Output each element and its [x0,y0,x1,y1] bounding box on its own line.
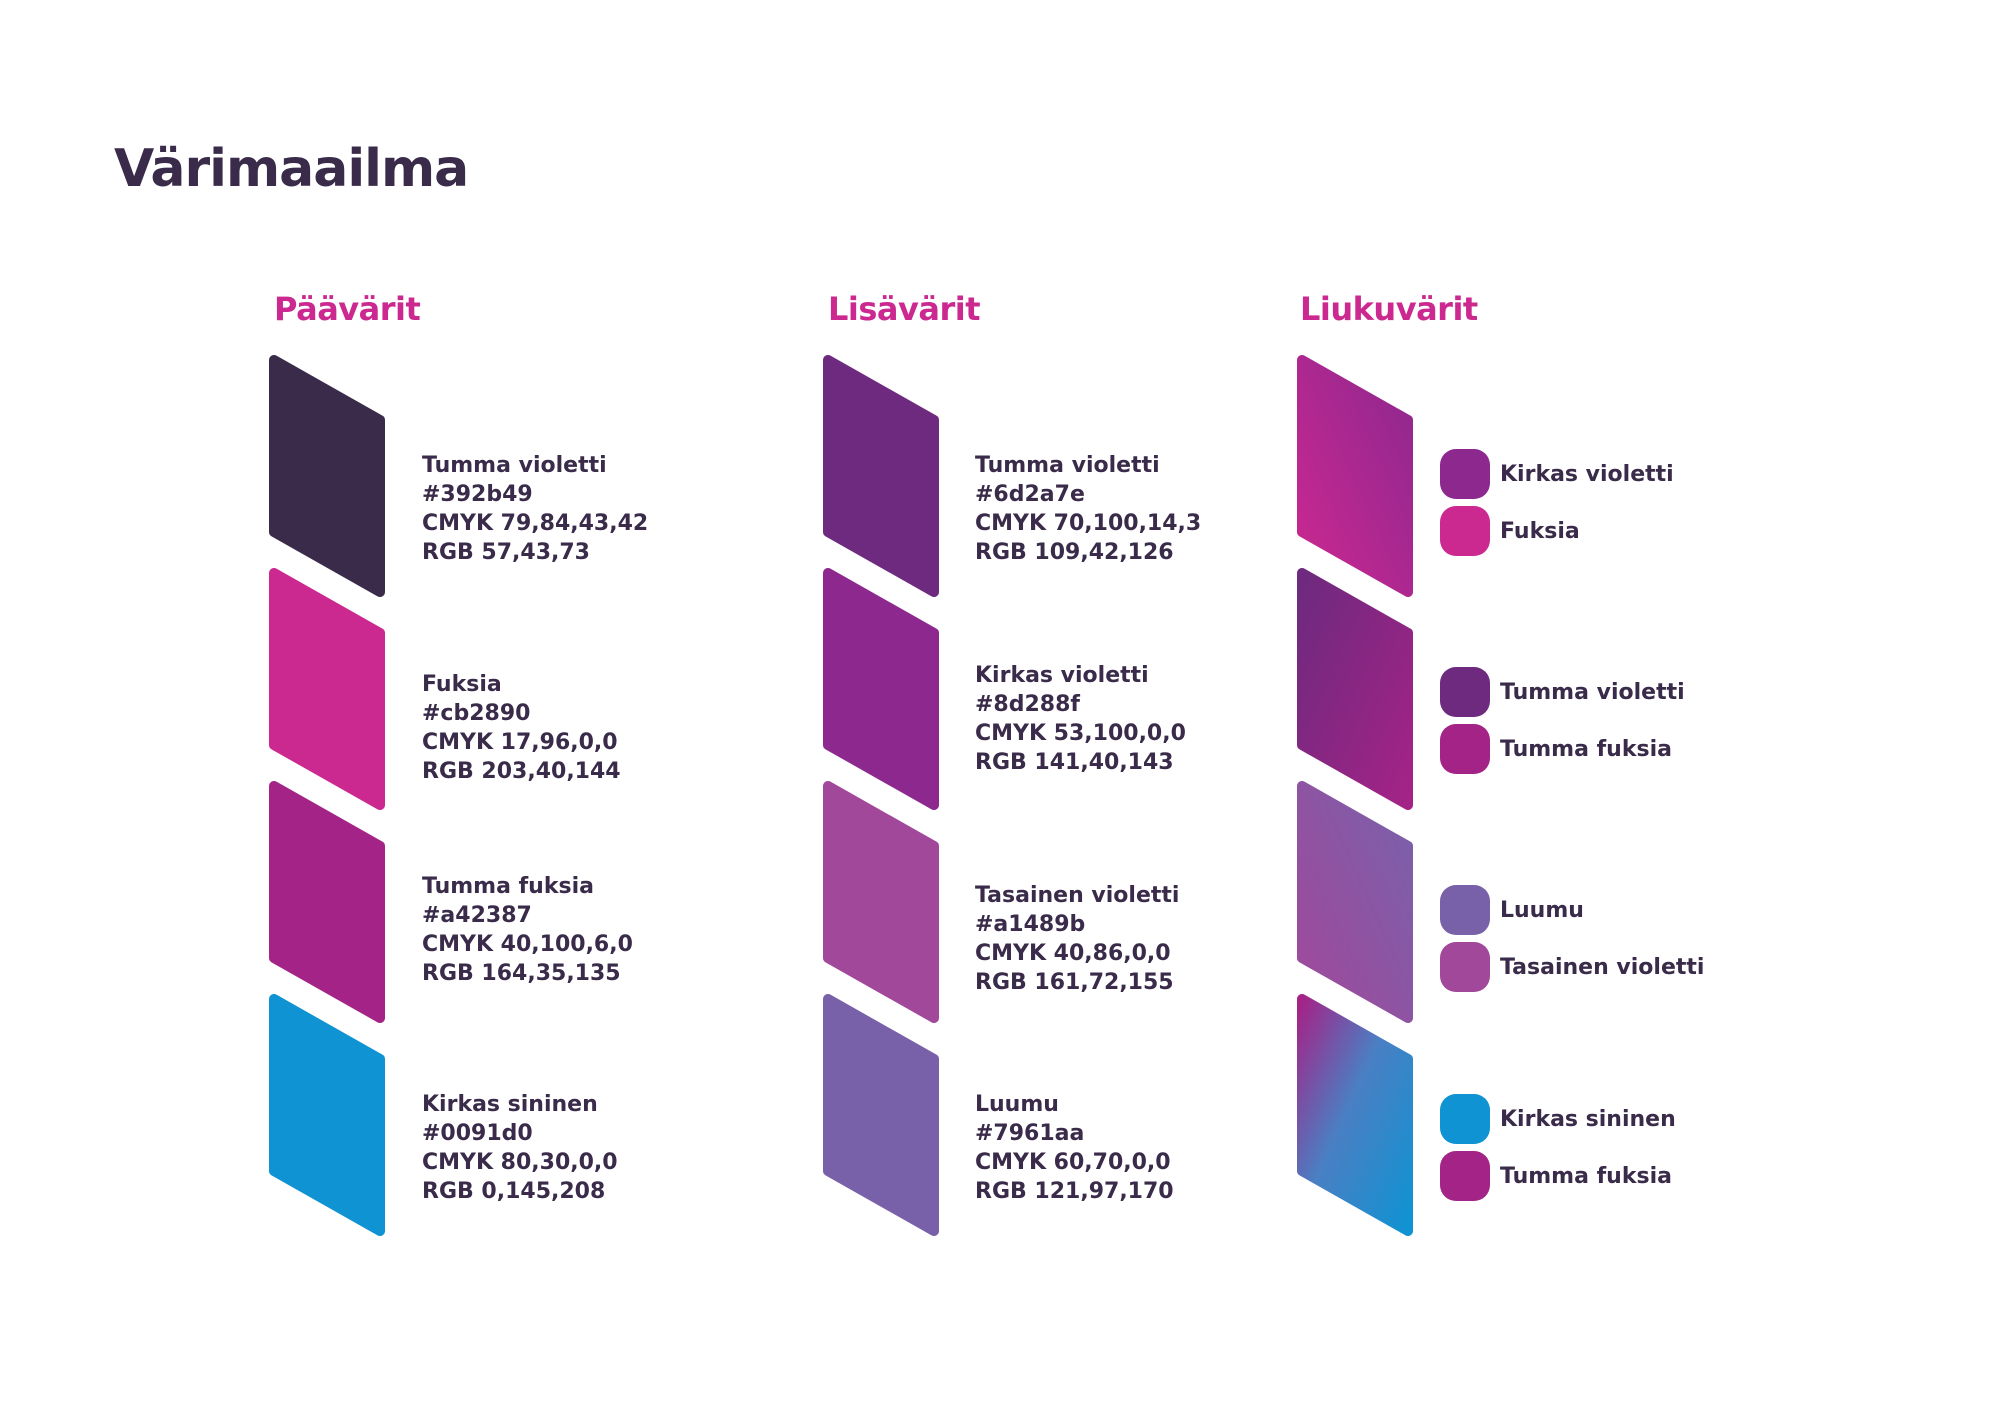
color-hex: #8d288f [975,692,1080,717]
color-name: Tumma fuksia [422,874,594,899]
color-hex: #0091d0 [422,1121,533,1146]
color-rgb: RGB 0,145,208 [422,1179,606,1204]
gradient-3-stop-to: Tasainen violetti [1440,942,1704,992]
color-rgb: RGB 121,97,170 [975,1179,1174,1204]
gradient-1-stop-to: Fuksia [1440,506,1580,556]
swatch-secondary-kirkas-violetti [823,568,939,810]
chip-label: Tasainen violetti [1500,954,1705,980]
swatch-gradient-4 [1297,994,1413,1236]
color-name: Fuksia [422,672,502,697]
swatch-gradient-3 [1297,781,1413,1023]
chip-label: Kirkas violetti [1500,461,1674,487]
color-chip [1440,506,1490,556]
gradient-4-stop-to: Tumma fuksia [1440,1151,1672,1201]
color-chip [1440,724,1490,774]
color-hex: #7961aa [975,1121,1085,1146]
color-chip [1440,1151,1490,1201]
color-info-secondary-3: Tasainen violetti #a1489b CMYK 40,86,0,0… [975,881,1179,997]
color-rgb: RGB 141,40,143 [975,750,1174,775]
color-info-secondary-1: Tumma violetti #6d2a7e CMYK 70,100,14,3 … [975,451,1201,567]
gradient-2-stop-from: Tumma violetti [1440,667,1685,717]
color-info-secondary-2: Kirkas violetti #8d288f CMYK 53,100,0,0 … [975,661,1186,777]
color-hex: #a1489b [975,912,1086,937]
color-rgb: RGB 161,72,155 [975,970,1174,995]
gradient-colors-heading: Liukuvärit [1300,290,1478,328]
color-hex: #6d2a7e [975,482,1085,507]
color-cmyk: CMYK 80,30,0,0 [422,1150,618,1175]
color-name: Luumu [975,1092,1059,1117]
color-rgb: RGB 203,40,144 [422,759,621,784]
swatch-primary-kirkas-sininen [269,994,385,1236]
chip-label: Kirkas sininen [1500,1106,1676,1132]
color-hex: #cb2890 [422,701,531,726]
color-hex: #392b49 [422,482,533,507]
gradient-3-stop-from: Luumu [1440,885,1584,935]
color-chip [1440,942,1490,992]
gradient-1-stop-from: Kirkas violetti [1440,449,1674,499]
chip-label: Tumma fuksia [1500,736,1672,762]
swatch-primary-fuksia [269,568,385,810]
chip-label: Fuksia [1500,518,1580,544]
chip-label: Luumu [1500,897,1584,923]
color-cmyk: CMYK 40,100,6,0 [422,932,633,957]
chip-label: Tumma fuksia [1500,1163,1672,1189]
color-name: Tumma violetti [975,453,1160,478]
color-info-primary-3: Tumma fuksia #a42387 CMYK 40,100,6,0 RGB… [422,872,633,988]
color-chip [1440,1094,1490,1144]
swatch-secondary-tasainen-violetti [823,781,939,1023]
color-chip [1440,449,1490,499]
swatch-secondary-tumma-violetti [823,355,939,597]
color-rgb: RGB 164,35,135 [422,961,621,986]
color-info-primary-4: Kirkas sininen #0091d0 CMYK 80,30,0,0 RG… [422,1090,618,1206]
color-name: Tasainen violetti [975,883,1180,908]
color-name: Kirkas violetti [975,663,1149,688]
swatch-primary-tumma-fuksia [269,781,385,1023]
color-rgb: RGB 57,43,73 [422,540,590,565]
color-cmyk: CMYK 17,96,0,0 [422,730,618,755]
swatch-gradient-2 [1297,568,1413,810]
color-chip [1440,667,1490,717]
color-cmyk: CMYK 70,100,14,3 [975,511,1202,536]
color-cmyk: CMYK 53,100,0,0 [975,721,1186,746]
color-rgb: RGB 109,42,126 [975,540,1174,565]
swatch-gradient-1 [1297,355,1413,597]
color-info-primary-2: Fuksia #cb2890 CMYK 17,96,0,0 RGB 203,40… [422,670,621,786]
primary-colors-heading: Päävärit [274,290,421,328]
color-name: Kirkas sininen [422,1092,598,1117]
swatch-primary-tumma-violetti [269,355,385,597]
secondary-colors-heading: Lisävärit [828,290,981,328]
color-cmyk: CMYK 79,84,43,42 [422,511,649,536]
color-info-primary-1: Tumma violetti #392b49 CMYK 79,84,43,42 … [422,451,648,567]
color-cmyk: CMYK 60,70,0,0 [975,1150,1171,1175]
color-cmyk: CMYK 40,86,0,0 [975,941,1171,966]
gradient-4-stop-from: Kirkas sininen [1440,1094,1676,1144]
color-hex: #a42387 [422,903,532,928]
color-name: Tumma violetti [422,453,607,478]
color-info-secondary-4: Luumu #7961aa CMYK 60,70,0,0 RGB 121,97,… [975,1090,1174,1206]
color-chip [1440,885,1490,935]
page-title: Värimaailma [114,139,469,199]
gradient-2-stop-to: Tumma fuksia [1440,724,1672,774]
chip-label: Tumma violetti [1500,679,1685,705]
swatch-secondary-luumu [823,994,939,1236]
